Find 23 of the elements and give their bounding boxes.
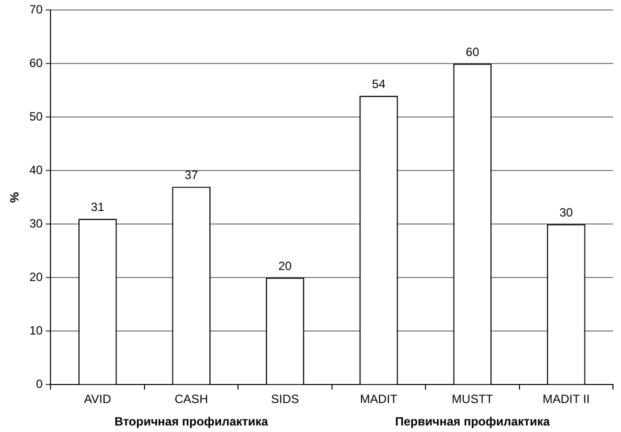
y-tick-label: 20 [29, 270, 44, 284]
x-tick-label: MUSTT [452, 392, 494, 406]
x-tick-label: SIDS [271, 392, 300, 406]
data-label: 60 [466, 45, 480, 59]
data-label: 20 [278, 258, 292, 273]
x-tick-label: MADIT [360, 392, 398, 406]
x-tick-label: AVID [84, 392, 112, 406]
y-tick-label: 10 [29, 323, 44, 338]
data-label: 30 [559, 205, 574, 220]
x-tick-label: MADIT II [542, 392, 590, 406]
y-tick-label: 60 [29, 56, 44, 70]
y-tick-label: 50 [29, 109, 44, 124]
y-tick-label: 0 [36, 376, 44, 391]
text: Первичная профилактика [395, 414, 550, 428]
data-label: 37 [184, 168, 198, 182]
y-tick-label: 70 [29, 2, 44, 17]
data-label: 54 [372, 77, 386, 92]
data-label: 31 [90, 200, 105, 214]
x-tick-label: CASH [174, 392, 208, 406]
y-tick-label: 30 [29, 216, 44, 230]
y-tick-label: 40 [29, 162, 44, 177]
text: Вторичная профилактика [114, 414, 268, 428]
y-axis-title: % [8, 192, 22, 203]
